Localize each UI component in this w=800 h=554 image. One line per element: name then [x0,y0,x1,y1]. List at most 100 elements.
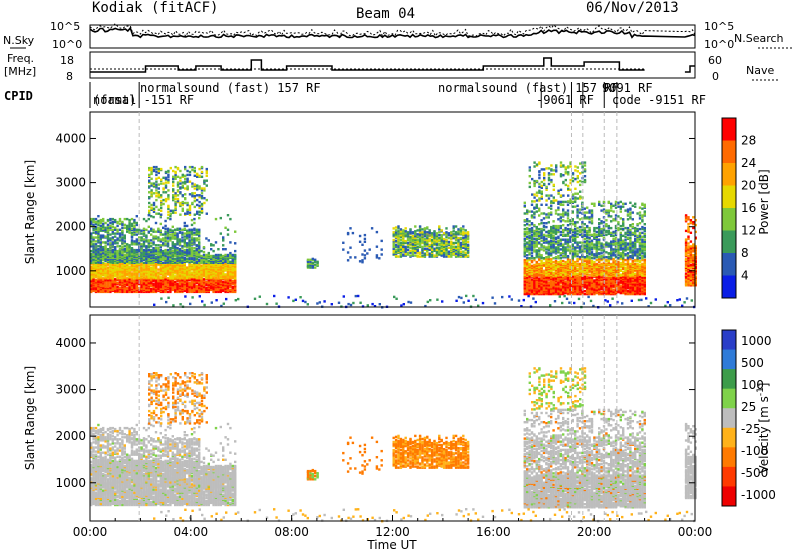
power-cell [193,221,196,225]
power-cell [526,226,529,230]
power-cell [375,254,379,257]
power-cell [152,228,155,231]
power-cell [409,254,412,257]
power-cell [523,212,526,215]
power-cell [203,197,206,200]
power-cell [533,206,536,209]
power-cell [409,228,412,231]
power-cell [142,248,146,252]
power-cell [569,235,572,238]
power-cell [150,266,153,269]
power-cell [183,238,186,241]
power-cell [111,263,114,266]
power-cell [538,223,541,226]
power-cell [186,257,189,261]
power-cell [178,227,182,230]
power-cell [540,212,543,215]
power-cell [214,217,218,221]
power-cell [133,240,136,243]
noise-search-series [89,22,696,38]
power-cell [102,283,105,287]
power-cell [464,229,467,232]
power-cell [145,239,148,242]
power-cell [111,248,114,252]
power-cell [147,225,150,228]
power-cell [94,217,98,221]
power-cell [152,243,155,246]
power-cell [578,241,582,244]
power-cell [430,232,434,235]
power-cell [445,231,448,234]
power-cell [193,205,196,209]
power-cell [438,246,441,249]
power-cell [542,257,546,260]
power-cell [157,208,160,211]
power-cell [557,218,560,221]
power-cell [523,201,526,204]
power-cell [234,242,237,245]
power-cell [109,288,112,292]
power-cell [193,213,196,216]
power-cell [142,242,146,245]
power-cell [150,250,153,254]
power-cell [564,226,567,230]
power-cell [411,231,415,234]
power-cell [193,249,196,253]
power-cell [210,248,213,251]
power-cell [155,192,158,195]
power-cell [92,217,95,221]
power-cell [203,187,206,190]
power-cell [104,262,107,265]
power-cell [109,217,112,221]
power-cell [190,228,194,231]
power-cell [162,261,165,264]
power-cell [380,239,383,243]
freq-series [90,57,645,73]
power-cell [130,272,134,275]
power-cell [205,281,208,284]
power-cell [159,276,162,279]
power-cell [545,251,548,254]
power-cell [186,208,189,211]
power-cell [184,193,187,196]
power-cell [128,265,131,268]
power-cell [459,236,463,240]
power-cell [106,269,110,272]
power-cell [159,229,162,232]
power-cell [148,196,151,199]
power-cell [193,217,196,221]
nave-label: Nave [746,64,774,77]
power-cell [196,184,199,187]
power-cell [188,173,192,177]
power-cell [97,230,100,233]
power-cell [190,223,194,227]
power-cell [152,241,155,244]
power-cell [433,247,436,250]
power-cell [380,248,383,251]
power-cell [169,247,172,250]
power-cell [574,227,577,231]
power-cell [133,272,136,275]
power-cell [150,289,153,293]
power-cell [174,165,177,169]
power-cell [540,243,543,246]
power-cell [148,179,151,182]
power-cell [97,223,100,227]
power-cell [535,210,538,213]
power-cell [169,212,172,215]
power-cell [176,189,180,192]
power-cell [123,223,126,227]
power-cell [138,248,141,252]
power-cell [123,253,126,257]
power-cell [133,269,136,272]
power-cell [205,179,208,182]
power-cell [176,232,179,235]
power-cell [342,248,345,251]
power-cell [90,254,93,258]
power-cell [440,234,443,237]
power-cell [142,217,146,221]
power-cell [169,217,172,221]
power-cell [435,246,439,249]
power-cell [392,238,395,242]
power-cell [159,238,162,241]
